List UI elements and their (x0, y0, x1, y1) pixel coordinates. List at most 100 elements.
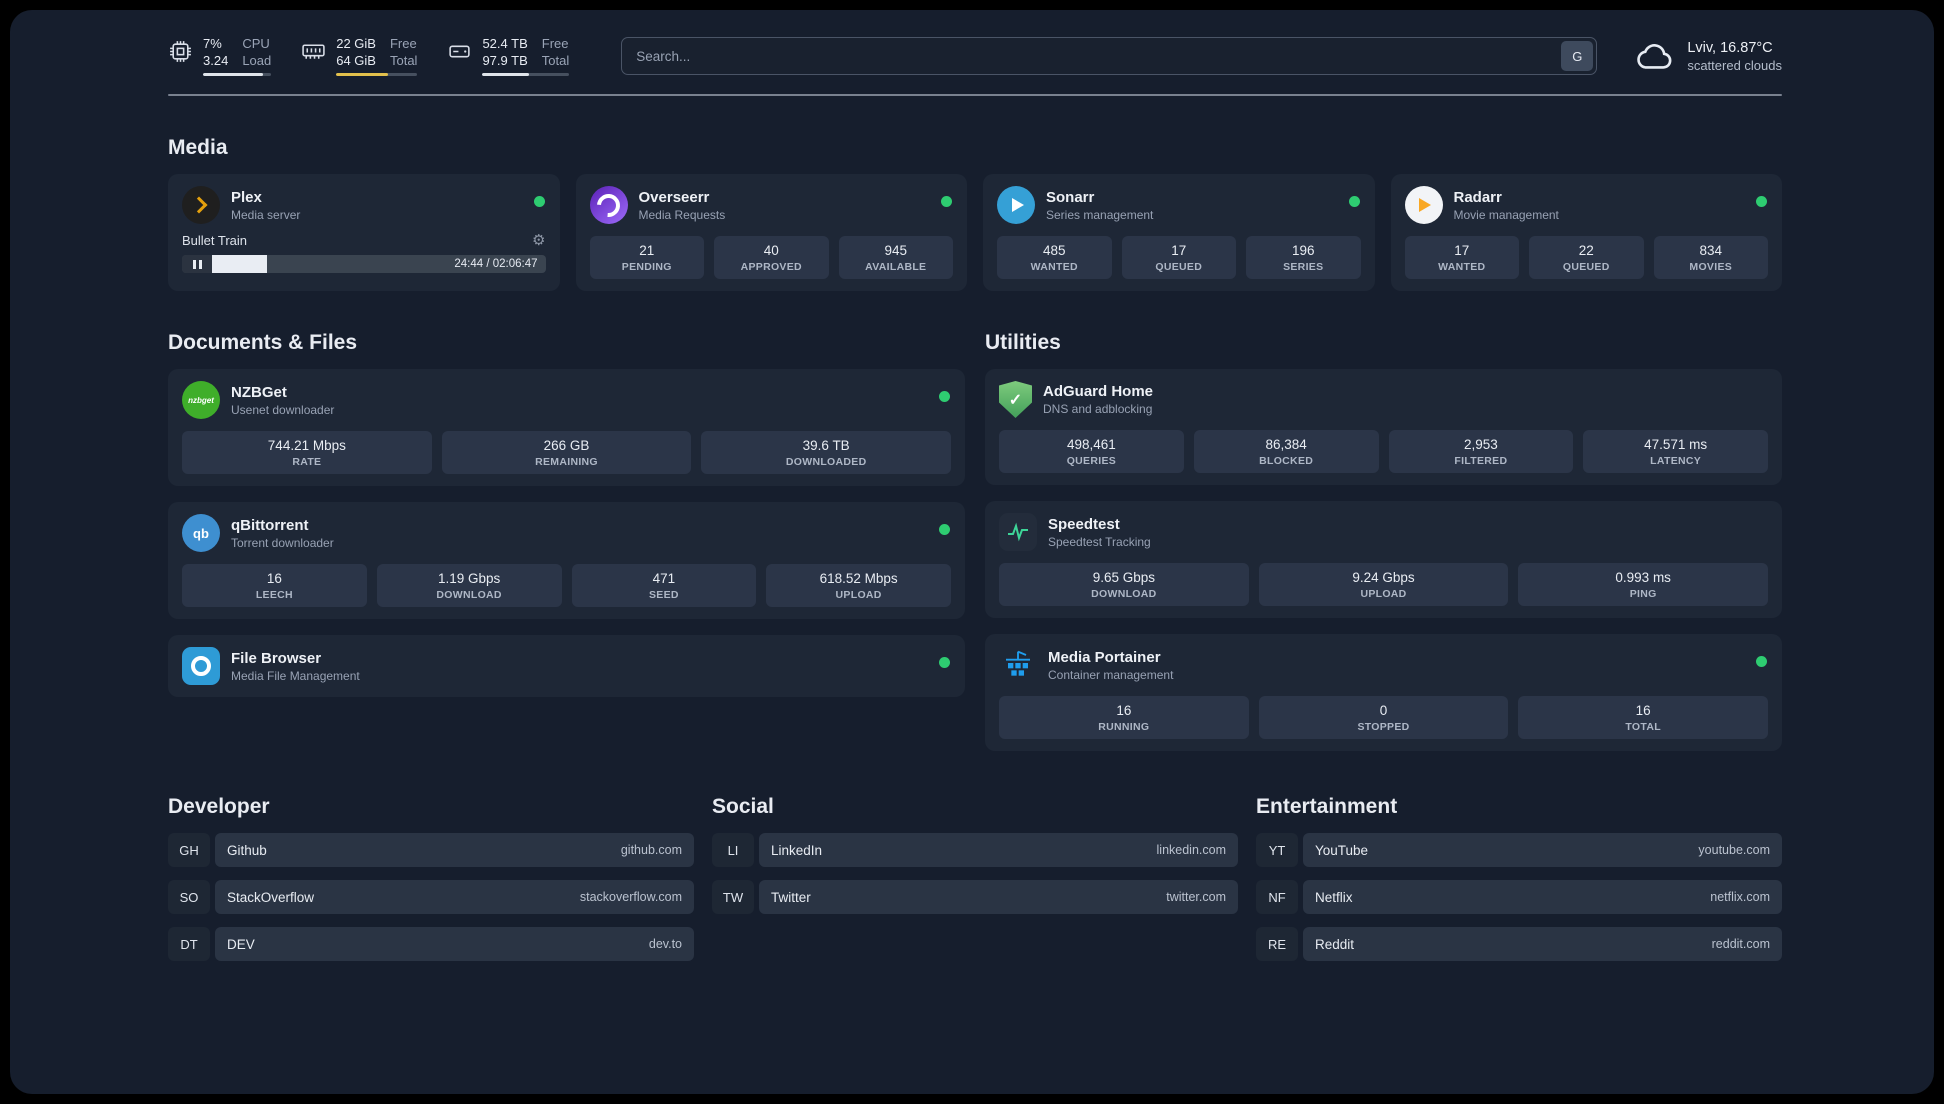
disk-free-value: 52.4 TB (482, 36, 528, 51)
stat-tile: 16 RUNNING (999, 696, 1249, 739)
bookmark-github[interactable]: GH Github github.com (168, 833, 694, 867)
playback-time: 24:44 / 02:06:47 (454, 258, 538, 270)
stat-tile: 17 WANTED (1404, 236, 1519, 279)
bookmark-stackoverflow[interactable]: SO StackOverflow stackoverflow.com (168, 880, 694, 914)
cpu-load-value: 3.24 (203, 53, 229, 68)
developer-section-title: Developer (168, 795, 270, 818)
app-card-plex[interactable]: Plex Media server Bullet Train ⚙ 24:44 /… (168, 174, 560, 291)
stat-tile: 16 TOTAL (1518, 696, 1769, 739)
dashboard-panel: 7% 3.24 CPU Load (10, 10, 1934, 1094)
radarr-icon (1404, 186, 1443, 224)
stat-tile: 834 MOVIES (1653, 236, 1768, 279)
app-card-radarr[interactable]: Radarr Movie management 17 WANTED 22 QUEUE… (1390, 174, 1782, 291)
seek-bar[interactable]: 24:44 / 02:06:47 (182, 255, 546, 273)
stat-tile: 618.52 Mbps UPLOAD (766, 564, 951, 607)
app-card-speedtest[interactable]: Speedtest Speedtest Tracking 9.65 Gbps DO… (985, 501, 1782, 618)
stat-tile: 471 SEED (571, 564, 757, 607)
gear-icon[interactable]: ⚙ (532, 232, 546, 249)
stat-tile: 266 GB REMAINING (441, 431, 692, 474)
memory-free-value: 22 GiB (336, 36, 376, 51)
app-card-qbittorrent[interactable]: qb qBittorrent Torrent downloader 16 LEEC… (168, 502, 965, 619)
stat-tile: 9.65 Gbps DOWNLOAD (999, 563, 1249, 606)
app-subtitle: Movie management (1453, 207, 1559, 222)
bookmark-group-developer: Developer GH Github github.com SO StackOv… (168, 795, 694, 974)
app-card-nzbget[interactable]: nzbget NZBGet Usenet downloader 744.21 M… (168, 369, 965, 486)
app-name: Media Portainer (1048, 648, 1161, 666)
search-bar: G (621, 37, 1598, 75)
bookmark-reddit[interactable]: RE Reddit reddit.com (1256, 927, 1782, 961)
status-dot (939, 524, 950, 535)
bookmark-dev[interactable]: DT DEV dev.to (168, 927, 694, 961)
app-name: qBittorrent (231, 516, 309, 534)
portainer-icon (999, 646, 1037, 684)
cpu-icon (168, 39, 193, 64)
app-name: Radarr (1453, 188, 1502, 206)
bookmark-linkedin[interactable]: LI LinkedIn linkedin.com (712, 833, 1238, 867)
stat-tile: 22 QUEUED (1529, 236, 1644, 279)
bookmark-abbr: LI (712, 833, 754, 867)
weather-condition: scattered clouds (1687, 57, 1782, 73)
stat-tile: 40 APPROVED (714, 236, 829, 279)
app-subtitle: Media server (231, 207, 301, 222)
memory-total-value: 64 GiB (336, 53, 376, 68)
app-card-sonarr[interactable]: Sonarr Series management 485 WANTED 17 QUE… (983, 174, 1375, 291)
stat-tile: 1.19 Gbps DOWNLOAD (376, 564, 562, 607)
search-input[interactable] (621, 37, 1598, 75)
stat-tile: 0.993 ms PING (1518, 563, 1769, 606)
status-dot (1756, 656, 1767, 667)
cpu-usage-bar (203, 73, 272, 76)
app-card-overseerr[interactable]: Overseerr Media Requests 21 PENDING 40 APP… (575, 174, 967, 291)
bookmark-abbr: GH (168, 833, 210, 867)
pause-button[interactable] (182, 255, 212, 273)
app-name: NZBGet (231, 383, 287, 401)
stat-tile: 945 AVAILABLE (838, 236, 953, 279)
cpu-widget: 7% 3.24 CPU Load (168, 36, 272, 76)
bookmark-abbr: RE (1256, 927, 1298, 961)
disk-usage-bar (482, 73, 570, 76)
cpu-label: CPU (242, 36, 270, 51)
app-subtitle: Usenet downloader (231, 402, 335, 417)
adguard-icon: ✓ (999, 381, 1032, 418)
playback-progress (212, 255, 267, 273)
stat-tile: 2,953 FILTERED (1388, 430, 1574, 473)
memory-widget: 22 GiB 64 GiB Free Total (301, 36, 418, 76)
memory-free-label: Free (389, 36, 417, 51)
app-card-filebrowser[interactable]: File Browser Media File Management (168, 635, 965, 697)
stat-tile: 39.6 TB DOWNLOADED (701, 431, 952, 474)
stat-tile: 47.571 ms LATENCY (1583, 430, 1768, 473)
app-name: Plex (231, 188, 262, 206)
memory-usage-bar (336, 73, 418, 76)
app-subtitle: Series management (1046, 207, 1154, 222)
nzbget-icon: nzbget (182, 381, 220, 419)
stat-tile: 21 PENDING (589, 236, 704, 279)
weather-widget: Lviv, 16.87°C scattered clouds (1633, 40, 1782, 73)
media-section-title: Media (168, 136, 228, 159)
bookmark-abbr: YT (1256, 833, 1298, 867)
app-name: AdGuard Home (1043, 383, 1154, 400)
stat-tile: 196 SERIES (1246, 236, 1361, 279)
speedtest-icon (999, 513, 1037, 551)
bookmark-group-entertainment: Entertainment YT YouTube youtube.com NF N… (1256, 795, 1782, 974)
bookmark-twitter[interactable]: TW Twitter twitter.com (712, 880, 1238, 914)
weather-cloud-icon (1633, 40, 1675, 72)
bookmark-youtube[interactable]: YT YouTube youtube.com (1256, 833, 1782, 867)
stat-tile: 16 LEECH (182, 564, 367, 607)
app-subtitle: Speedtest Tracking (1048, 534, 1151, 549)
cpu-load-label: Load (242, 53, 272, 68)
status-dot (1348, 196, 1360, 207)
memory-icon (301, 39, 326, 64)
status-dot (939, 391, 950, 402)
entertainment-section-title: Entertainment (1256, 795, 1398, 818)
app-card-adguard[interactable]: ✓ AdGuard Home DNS and adblocking 498,46… (985, 369, 1782, 485)
divider (168, 94, 1782, 96)
documents-section-title: Documents & Files (168, 331, 358, 354)
bookmark-netflix[interactable]: NF Netflix netflix.com (1256, 880, 1782, 914)
top-bar: 7% 3.24 CPU Load (168, 36, 1782, 76)
status-dot (941, 196, 952, 207)
disk-widget: 52.4 TB 97.9 TB Free Total (447, 36, 570, 76)
overseerr-icon (589, 186, 628, 224)
filebrowser-icon (182, 647, 220, 685)
search-provider-button[interactable]: G (1561, 41, 1594, 71)
app-subtitle: DNS and adblocking (1043, 402, 1153, 416)
app-card-portainer[interactable]: Media Portainer Container management 16 R… (985, 634, 1782, 751)
